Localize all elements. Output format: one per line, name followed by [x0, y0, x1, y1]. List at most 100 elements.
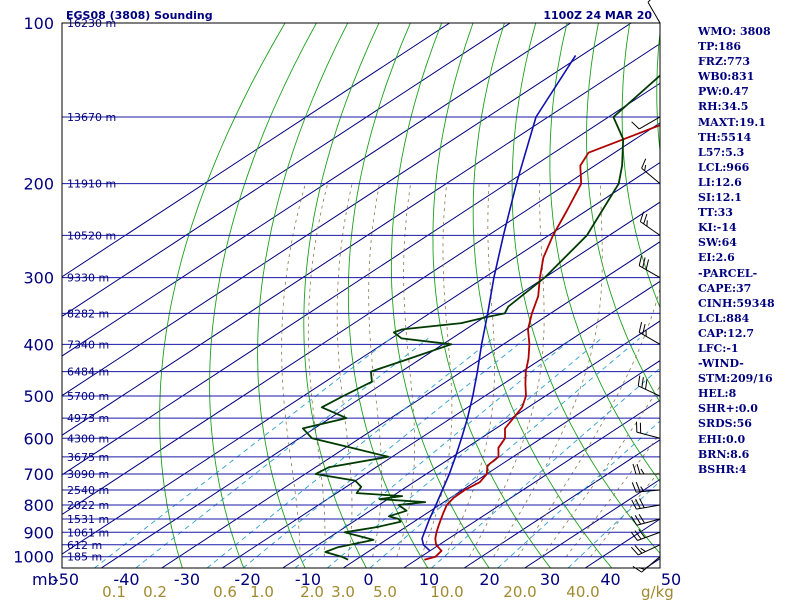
wind-barb-flag	[645, 379, 647, 389]
pressure-tick-label: 800	[23, 496, 54, 515]
height-label: 9330 m	[67, 272, 109, 285]
wind-barb-flag	[643, 324, 645, 334]
pressure-tick-label: 300	[23, 269, 54, 288]
wind-barb	[632, 482, 660, 492]
pressure-tick-label: 500	[23, 387, 54, 406]
pressure-tick-label: 100	[23, 14, 54, 33]
height-label: 2540 m	[67, 484, 109, 497]
index-item: CINH:59348	[698, 296, 775, 311]
mixing-ratio-label: 0.2	[143, 583, 167, 600]
height-label: 3090 m	[67, 468, 109, 481]
index-item: EHI:0.0	[698, 432, 775, 447]
wind-barb-flag	[641, 548, 646, 551]
wind-barb-flag	[638, 376, 640, 386]
wind-barb	[639, 322, 660, 344]
height-label: 8282 m	[67, 307, 109, 320]
index-item: CAPE:37	[698, 281, 775, 296]
isotherm-line	[0, 23, 800, 568]
moist-adiabat	[494, 184, 603, 557]
index-item: WMO: 3808	[698, 24, 775, 39]
height-label: 3675 m	[67, 451, 109, 464]
index-item: BRN:8.6	[698, 447, 775, 462]
mixing-ratio-line	[327, 338, 601, 568]
wind-barb-flag	[648, 0, 655, 2]
height-label: 11910 m	[67, 178, 116, 191]
height-label: 10520 m	[67, 229, 116, 242]
index-item: SHR+:0.0	[698, 401, 775, 416]
mixing-ratio-label: 2.0	[300, 583, 324, 600]
dry-adiabat	[304, 23, 379, 568]
observation-time: 1100Z 24 MAR 20	[543, 9, 652, 22]
wind-barb-flag	[640, 212, 643, 222]
pressure-tick-label: 900	[23, 523, 54, 542]
wind-barb-flag	[632, 122, 640, 129]
index-item: KI:-14	[698, 220, 775, 235]
dry-adiabat	[473, 23, 612, 568]
index-item: -PARCEL-	[698, 266, 775, 281]
height-label: 1531 m	[67, 513, 109, 526]
wind-barb-flag	[637, 464, 640, 474]
mixing-ratio-label: 5.0	[373, 583, 397, 600]
mixing-ratio-label: 20.0	[503, 583, 536, 600]
height-label: 2022 m	[67, 499, 109, 512]
wind-barb-flag	[641, 469, 644, 474]
height-label: 6484 m	[67, 366, 109, 379]
height-label: 7340 m	[67, 338, 109, 351]
index-item: TT:33	[698, 205, 775, 220]
temperature-tick-label: 40	[600, 570, 620, 589]
wind-barb	[640, 212, 660, 236]
pressure-tick-label: 700	[23, 465, 54, 484]
mixing-ratio-label: 40.0	[566, 583, 599, 600]
index-item: L57:5.3	[698, 145, 775, 160]
index-item: SW:64	[698, 235, 775, 250]
index-item: LI:12.6	[698, 175, 775, 190]
index-item: HEL:8	[698, 386, 775, 401]
height-label: 4973 m	[67, 412, 109, 425]
index-item: MAXT:19.1	[698, 115, 775, 130]
dry-adiabat	[786, 23, 800, 568]
mixing-ratio-label: 10.0	[430, 583, 463, 600]
pressure-tick-label: 1000	[13, 548, 54, 567]
index-item: TP:186	[698, 39, 775, 54]
wind-barb-flag	[646, 259, 648, 269]
height-label: 4300 m	[67, 432, 109, 445]
wind-barb-flag	[640, 498, 645, 507]
index-item: RH:34.5	[698, 99, 775, 114]
isotherm-line	[101, 23, 800, 568]
wind-barb	[631, 514, 660, 525]
index-item: FRZ:773	[698, 54, 775, 69]
wind-barb	[639, 255, 660, 277]
mixing-ratio-line	[370, 338, 640, 568]
index-item: STM:209/16	[698, 371, 775, 386]
wind-barb-flag	[644, 214, 647, 224]
index-item: PW:0.47	[698, 84, 775, 99]
mixing-ratio-label: 0.1	[102, 583, 126, 600]
temperature-tick-label: -30	[174, 570, 200, 589]
index-item: LCL:966	[698, 160, 775, 175]
wind-barb-flag	[633, 566, 642, 572]
mixing-ratio-label: 1.0	[250, 583, 274, 600]
wind-barb	[633, 557, 660, 572]
wind-barb-flag	[639, 255, 641, 265]
pressure-tick-label: 200	[23, 175, 54, 194]
dry-adiabat	[258, 23, 348, 568]
height-label: 13670 m	[67, 111, 116, 124]
wind-barb-flag	[633, 464, 636, 474]
index-item: SRDS:56	[698, 416, 775, 431]
dry-adiabat	[391, 23, 489, 568]
moist-adiabat	[337, 184, 352, 557]
temperature-tick-label: -50	[53, 570, 79, 589]
pressure-tick-label: 400	[23, 335, 54, 354]
index-item: BSHR:4	[698, 462, 775, 477]
height-label: 185 m	[67, 551, 102, 564]
dewpoint-profile	[303, 23, 703, 560]
index-item: WB0:831	[698, 69, 775, 84]
height-label: 1061 m	[67, 526, 109, 539]
mixing-ratio-label: 3.0	[331, 583, 355, 600]
index-item: CAP:12.7	[698, 326, 775, 341]
dry-adiabat	[433, 23, 551, 568]
wind-barb	[638, 376, 660, 396]
wind-barb	[637, 422, 660, 439]
